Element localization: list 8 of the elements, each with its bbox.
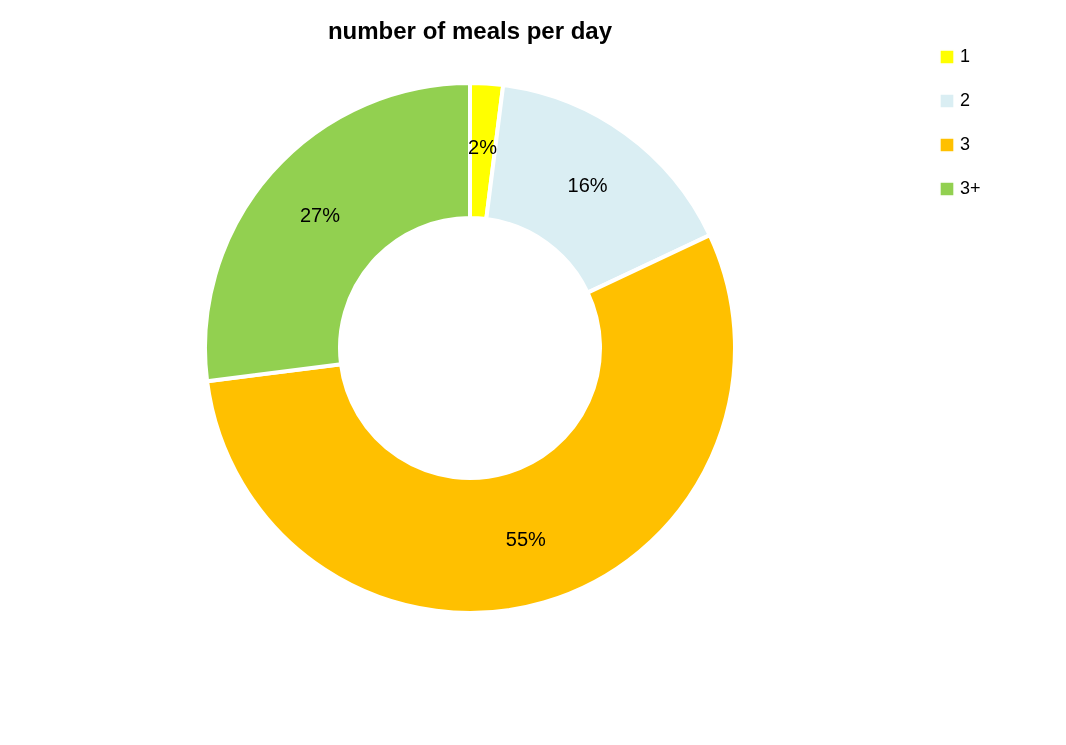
data-label: 16% [567,174,608,197]
legend-label: 3+ [960,178,981,198]
legend-label: 2 [960,90,971,110]
data-label: 55% [505,528,547,551]
data-label: 27% [299,203,341,226]
legend-label: 3 [960,134,971,154]
chart-title: number of meals per day [327,17,613,44]
legend-label: 1 [960,46,971,66]
